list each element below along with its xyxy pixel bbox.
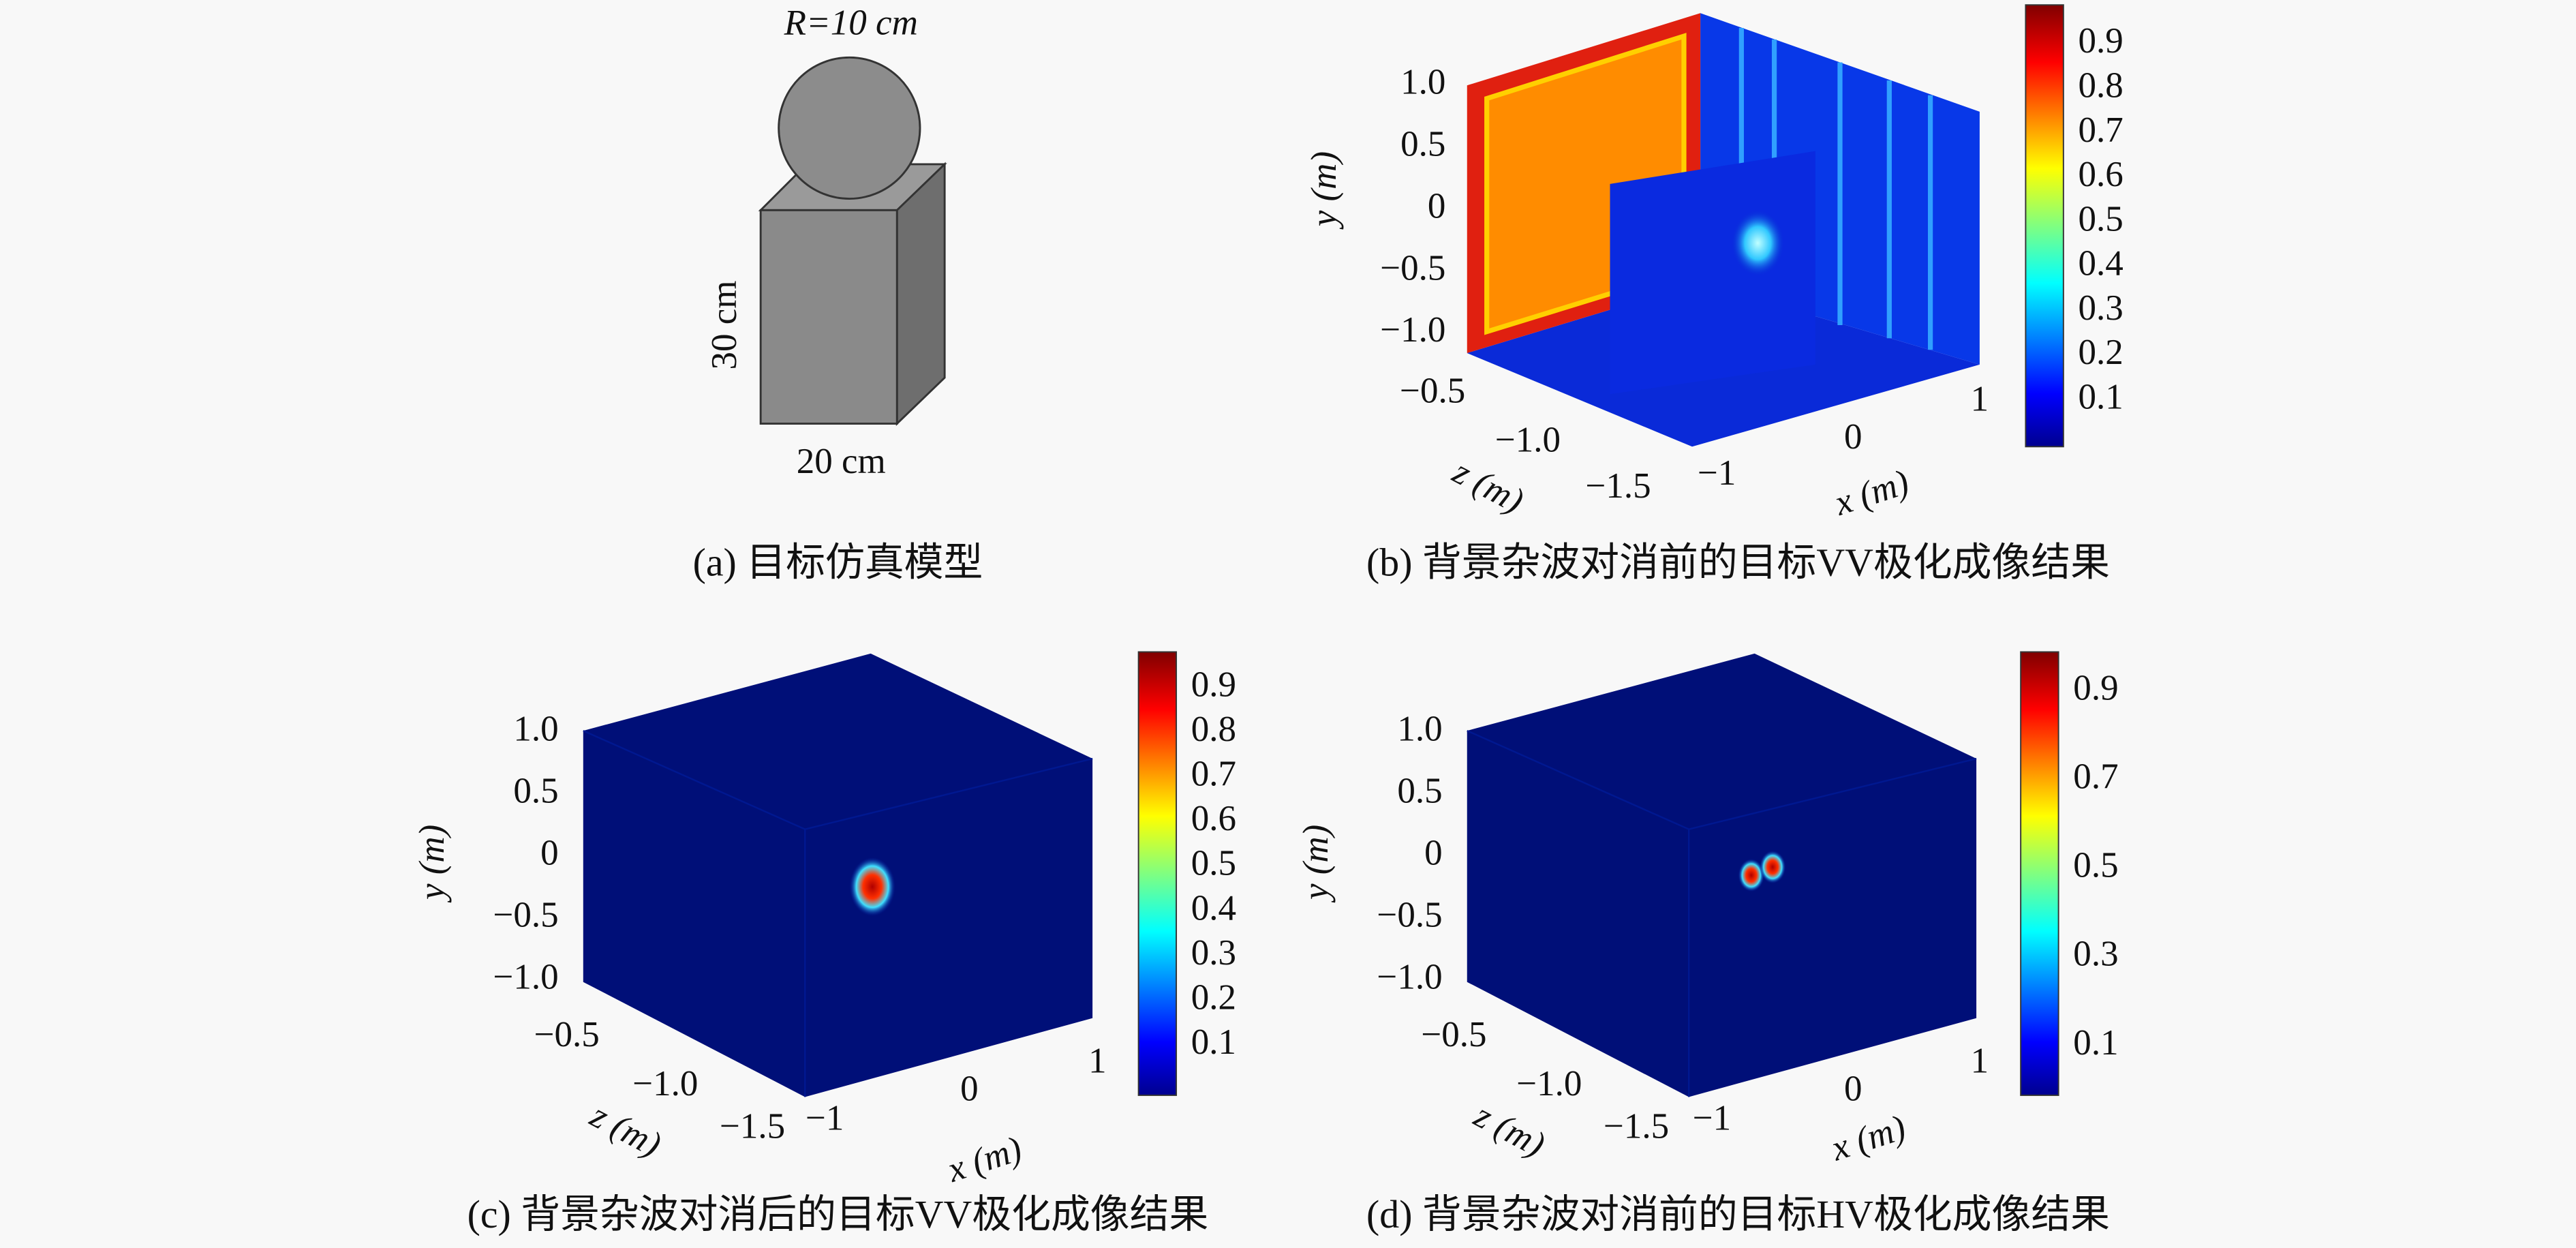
x-tick-label: 0	[1844, 1069, 1862, 1108]
target-spot	[849, 857, 895, 917]
z-tick-label: −1.5	[1585, 466, 1651, 506]
colorbar-tick-label: 0.6	[1191, 799, 1236, 838]
box-edge	[1467, 729, 1977, 830]
y-tick-label: 0	[540, 834, 559, 873]
colorbar-tick-label: 0.7	[2079, 110, 2123, 150]
x-tick-label: −1	[1698, 453, 1736, 493]
colorbar-tick-label: 0.5	[1191, 844, 1236, 883]
colorbar-tick-label: 0.1	[2079, 378, 2123, 417]
colorbar-tick-label: 0.8	[1191, 710, 1236, 749]
volume-image	[1467, 651, 2059, 1097]
y-tick-label: 1.0	[513, 710, 558, 749]
colorbar-tick-label: 0.5	[2079, 199, 2123, 239]
z-tick-label: −0.5	[534, 1015, 600, 1054]
y-tick-label: −0.5	[493, 896, 558, 935]
target-spot	[1731, 210, 1785, 276]
colorbar	[2020, 651, 2059, 1096]
y-tick-label: 0	[1428, 186, 1446, 226]
caption: (d) 背景杂波对消前的目标HV极化成像结果	[1366, 1192, 2110, 1236]
colorbar-tick-label: 0.6	[2079, 155, 2123, 194]
colorbar-tick-label: 0.5	[2073, 846, 2118, 885]
radius-label: R=10 cm	[784, 3, 918, 43]
x-axis-label: x (m)	[1826, 1108, 1910, 1169]
y-tick-label: 1.0	[1400, 62, 1445, 102]
caption: (c) 背景杂波对消后的目标VV极化成像结果	[467, 1192, 1209, 1236]
volume-image	[1467, 4, 2064, 448]
width-label: 20 cm	[797, 442, 886, 481]
volume-box	[583, 653, 1093, 1097]
y-axis-label: y (m)	[1304, 151, 1344, 230]
x-tick-label: 1	[1971, 1041, 1989, 1080]
z-tick-label: −0.5	[1421, 1015, 1486, 1054]
y-tick-label: 0	[1424, 834, 1443, 873]
y-tick-label: 0.5	[1397, 772, 1442, 811]
x-tick-label: −1	[806, 1099, 844, 1138]
volume-image	[583, 651, 1178, 1097]
y-tick-label: −1.0	[493, 957, 558, 996]
z-axis-label: z (m)	[1467, 1095, 1551, 1165]
colorbar	[1137, 651, 1178, 1096]
caption: (b) 背景杂波对消前的目标VV极化成像结果	[1366, 540, 2110, 584]
box-front	[759, 209, 898, 425]
colorbar-tick-label: 0.2	[2079, 333, 2123, 372]
x-tick-label: 0	[1844, 417, 1862, 457]
colorbar-tick-label: 0.4	[2079, 244, 2123, 284]
x-axis-label: x (m)	[942, 1129, 1027, 1191]
x-axis-label: x (m)	[1829, 462, 1914, 523]
y-axis-label: y (m)	[412, 825, 452, 903]
z-tick-label: −0.5	[1400, 371, 1465, 410]
colorbar-tick-label: 0.7	[1191, 755, 1236, 794]
colorbar-tick-label: 0.1	[2073, 1023, 2118, 1063]
z-tick-label: −1.0	[1495, 421, 1561, 460]
colorbar-tick-label: 0.9	[1191, 665, 1236, 705]
z-tick-label: −1.0	[632, 1064, 698, 1104]
colorbar-tick-label: 0.7	[2073, 757, 2118, 797]
y-tick-label: −1.0	[1380, 310, 1445, 350]
colorbar	[2025, 4, 2064, 448]
x-tick-label: 1	[1088, 1041, 1107, 1080]
y-axis-label: y (m)	[1296, 825, 1336, 903]
target-spot	[1738, 859, 1765, 892]
volume-box	[1467, 653, 1977, 1097]
z-tick-label: −1.0	[1516, 1064, 1582, 1104]
colorbar-tick-label: 0.3	[2073, 934, 2118, 974]
colorbar-tick-label: 0.9	[2079, 21, 2123, 61]
y-tick-label: −0.5	[1377, 896, 1442, 935]
sphere	[778, 56, 921, 200]
y-tick-label: 1.0	[1397, 710, 1442, 749]
target-spot	[1759, 850, 1786, 884]
y-tick-label: 0.5	[513, 772, 558, 811]
model-drawing	[758, 56, 947, 426]
height-label: 30 cm	[705, 281, 744, 370]
z-tick-label: −1.5	[1604, 1107, 1669, 1146]
front-panel	[1610, 151, 1815, 395]
z-tick-label: −1.5	[720, 1107, 785, 1146]
colorbar-tick-label: 0.9	[2073, 668, 2118, 707]
colorbar-tick-label: 0.8	[2079, 66, 2123, 106]
x-tick-label: 1	[1971, 379, 1989, 418]
colorbar-tick-label: 0.4	[1191, 888, 1236, 928]
caption: (a) 目标仿真模型	[693, 540, 983, 584]
y-tick-label: 0.5	[1400, 124, 1445, 164]
x-tick-label: −1	[1693, 1099, 1731, 1138]
z-axis-label: z (m)	[583, 1095, 667, 1165]
x-tick-label: 0	[960, 1069, 979, 1108]
box-side	[895, 162, 946, 426]
y-tick-label: −0.5	[1380, 248, 1445, 288]
colorbar-tick-label: 0.3	[2079, 288, 2123, 328]
colorbar-tick-label: 0.3	[1191, 933, 1236, 973]
y-tick-label: −1.0	[1377, 957, 1442, 996]
colorbar-tick-label: 0.2	[1191, 977, 1236, 1017]
colorbar-tick-label: 0.1	[1191, 1022, 1236, 1062]
z-axis-label: z (m)	[1446, 451, 1530, 521]
